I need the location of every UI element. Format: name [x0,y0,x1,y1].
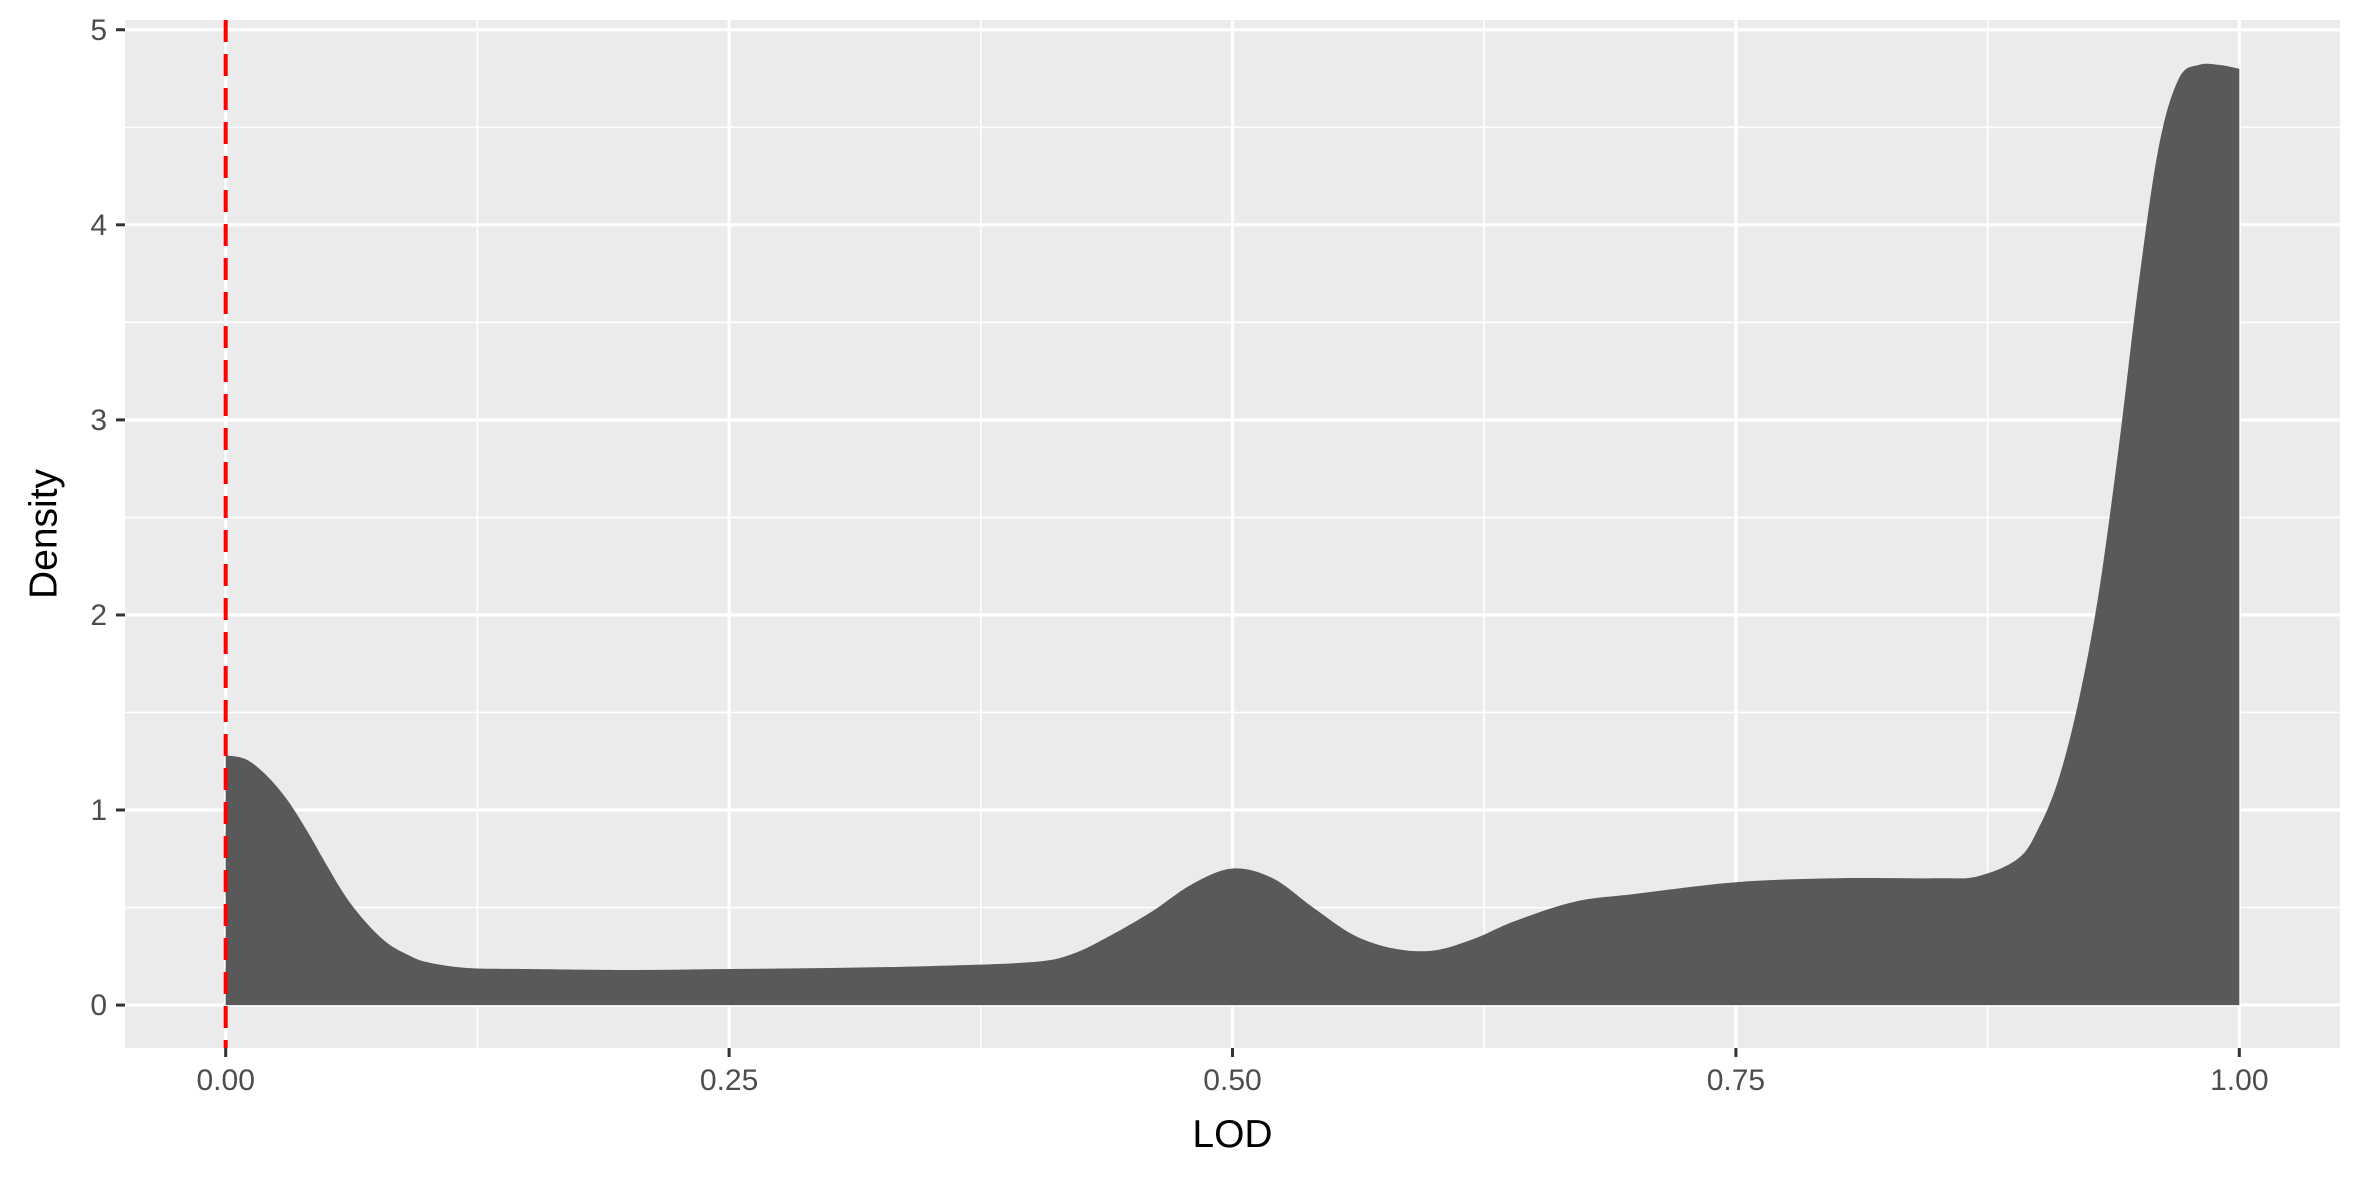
density-area [225,63,2240,1006]
y-axis: 0 1 2 3 4 5 [90,14,125,1022]
x-axis: 0.00 0.25 0.50 0.75 1.00 [196,1048,2269,1097]
x-tick-label: 0.75 [1707,1064,1765,1097]
x-tick-label: 0.25 [700,1064,758,1097]
x-tick-label: 0.00 [196,1064,254,1097]
y-tick-label: 3 [90,404,107,437]
y-tick-label: 2 [90,599,107,632]
x-tick-label: 0.50 [1203,1064,1261,1097]
y-tick-label: 1 [90,794,107,827]
y-tick-label: 0 [90,989,107,1022]
y-tick-label: 4 [90,209,107,242]
x-axis-title: LOD [1192,1113,1272,1156]
y-axis-title: Density [22,468,65,599]
x-tick-label: 1.00 [2210,1064,2268,1097]
y-tick-label: 5 [90,14,107,47]
